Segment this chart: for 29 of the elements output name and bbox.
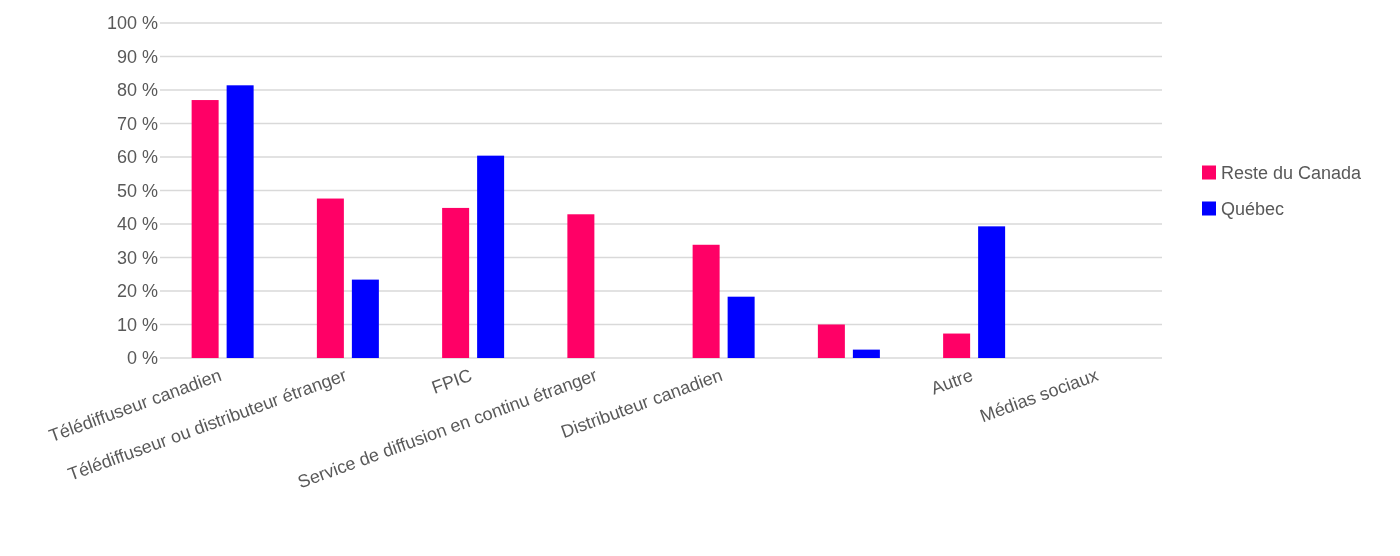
y-tick-label: 60 %: [116, 147, 158, 168]
bar: [978, 226, 1006, 358]
y-tick-label: 40 %: [116, 214, 158, 235]
bar: [943, 333, 971, 358]
x-tick-label: Médias sociaux: [977, 364, 1101, 427]
y-tick-label: 90 %: [116, 46, 158, 67]
bar: [477, 155, 505, 358]
y-tick-label: 0 %: [126, 348, 158, 369]
bar: [852, 349, 880, 358]
bar: [692, 244, 720, 358]
bar: [727, 296, 755, 358]
x-tick-label: Autre: [928, 364, 976, 399]
y-tick-label: 20 %: [116, 281, 158, 302]
y-tick-label: 50 %: [116, 180, 158, 201]
bar: [351, 279, 379, 358]
y-tick-label: 10 %: [116, 314, 158, 335]
x-tick-label: FPIC: [429, 364, 475, 398]
bar: [817, 324, 845, 358]
bar: [316, 198, 344, 358]
y-tick-label: 100 %: [106, 13, 158, 34]
legend-label: Reste du Canada: [1221, 162, 1363, 183]
bar: [191, 100, 219, 358]
legend-label: Québec: [1221, 198, 1285, 219]
y-tick-label: 70 %: [116, 113, 158, 134]
bar: [567, 214, 595, 358]
bar: [442, 207, 470, 358]
bar: [226, 85, 254, 358]
y-tick-label: 80 %: [116, 80, 158, 101]
y-tick-label: 30 %: [116, 247, 158, 268]
